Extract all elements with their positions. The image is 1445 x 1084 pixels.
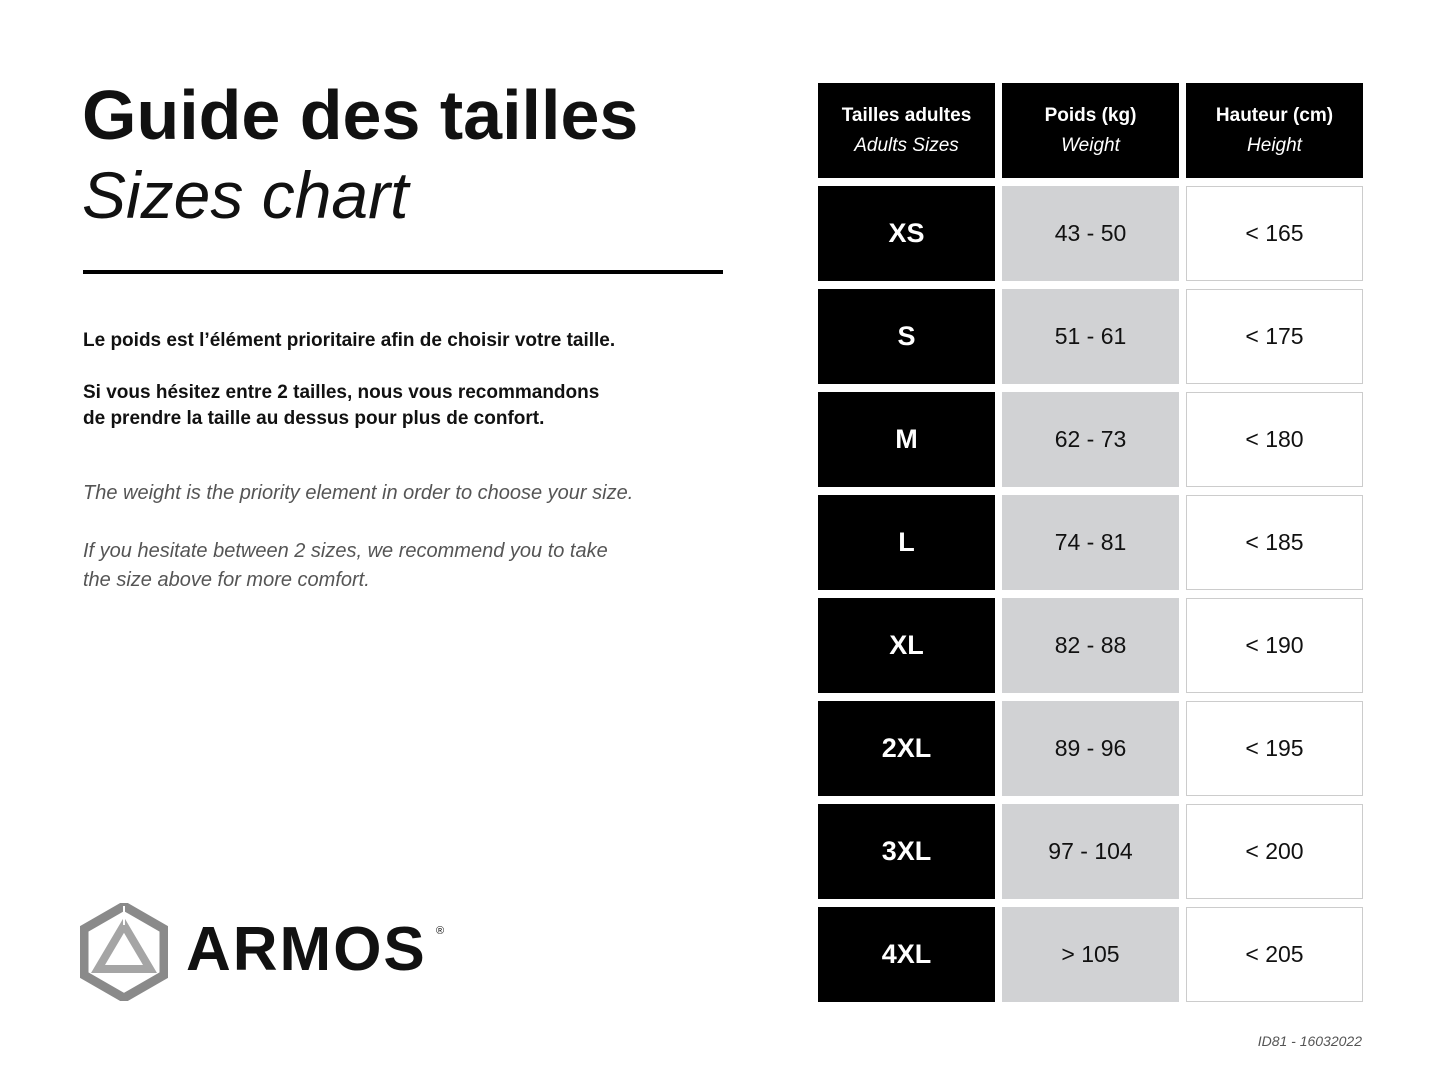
cell-weight: 74 - 81: [1002, 495, 1179, 590]
header-height-fr: Hauteur (cm): [1215, 104, 1334, 126]
cell-weight: 62 - 73: [1002, 392, 1179, 487]
note-fr-1: Le poids est l’élément prioritaire afin …: [83, 330, 616, 351]
cell-weight: 82 - 88: [1002, 598, 1179, 693]
page-title: Guide des tailles: [82, 76, 639, 154]
note-fr-2a: Si vous hésitez entre 2 tailles, nous vo…: [83, 382, 600, 403]
cell-size: 2XL: [818, 701, 995, 796]
cell-size: XL: [818, 598, 995, 693]
header-weight-fr: Poids (kg): [1044, 104, 1137, 126]
cell-size: L: [818, 495, 995, 590]
cell-size: M: [818, 392, 995, 487]
cell-weight: 89 - 96: [1002, 701, 1179, 796]
cell-size: 4XL: [818, 907, 995, 1002]
cell-height: < 175: [1186, 289, 1363, 384]
header-weight-en: Weight: [1061, 134, 1120, 156]
cell-height: < 180: [1186, 392, 1363, 487]
header-size: Tailles adultes Adults Sizes: [818, 83, 995, 178]
note-en-2a: If you hesitate between 2 sizes, we reco…: [83, 540, 608, 562]
cell-size: XS: [818, 186, 995, 281]
brand-name: ARMOS: [186, 915, 427, 984]
header-size-fr: Tailles adultes: [841, 104, 972, 126]
page-subtitle: Sizes chart: [82, 158, 409, 232]
header-height: Hauteur (cm) Height: [1186, 83, 1363, 178]
cell-height: < 165: [1186, 186, 1363, 281]
cell-weight: > 105: [1002, 907, 1179, 1002]
cell-height: < 205: [1186, 907, 1363, 1002]
cell-weight: 97 - 104: [1002, 804, 1179, 899]
note-fr-2b: de prendre la taille au dessus pour plus…: [83, 408, 545, 429]
cell-size: 3XL: [818, 804, 995, 899]
cell-height: < 185: [1186, 495, 1363, 590]
header-height-en: Height: [1247, 134, 1302, 156]
hexagon-triangle-logo-icon: [80, 903, 168, 1001]
note-en-1: The weight is the priority element in or…: [83, 482, 634, 504]
note-en-2b: the size above for more comfort.: [83, 569, 370, 591]
cell-weight: 51 - 61: [1002, 289, 1179, 384]
document-id: ID81 - 16032022: [1257, 1033, 1362, 1049]
header-size-en: Adults Sizes: [854, 134, 959, 156]
cell-height: < 195: [1186, 701, 1363, 796]
header-weight: Poids (kg) Weight: [1002, 83, 1179, 178]
cell-size: S: [818, 289, 995, 384]
registered-mark: ®: [436, 925, 445, 937]
cell-height: < 200: [1186, 804, 1363, 899]
divider: [83, 270, 723, 274]
cell-weight: 43 - 50: [1002, 186, 1179, 281]
cell-height: < 190: [1186, 598, 1363, 693]
